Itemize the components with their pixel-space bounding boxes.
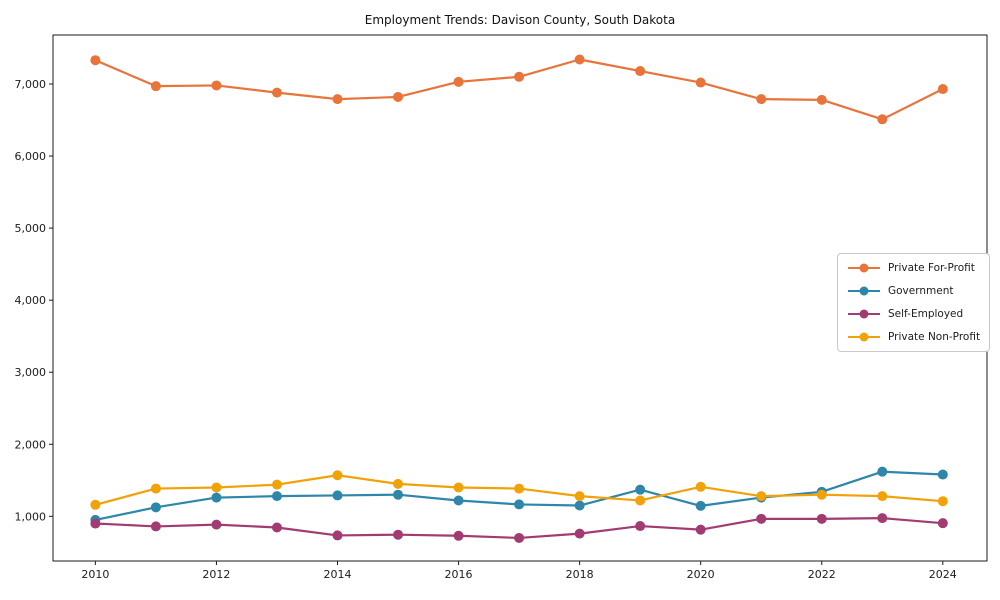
- legend-dot: [859, 286, 869, 296]
- data-point-government: [635, 484, 646, 495]
- legend-dot: [859, 309, 869, 319]
- y-tick-label: 7,000: [15, 78, 47, 91]
- data-point-self-employed: [90, 518, 101, 529]
- data-point-private-for-profit: [150, 81, 161, 92]
- data-point-government: [574, 500, 585, 511]
- data-point-government: [332, 490, 343, 501]
- data-point-self-employed: [816, 513, 827, 524]
- data-point-private-for-profit: [332, 94, 343, 105]
- chart-title: Employment Trends: Davison County, South…: [364, 13, 676, 27]
- y-tick-label: 4,000: [15, 294, 47, 307]
- data-point-private-for-profit: [453, 76, 464, 87]
- data-point-private-non-profit: [332, 470, 343, 481]
- x-tick-label: 2014: [323, 568, 351, 581]
- data-point-self-employed: [514, 532, 525, 543]
- legend-label: Government: [888, 285, 954, 297]
- legend-marker-icon: [848, 263, 880, 273]
- data-point-private-for-profit: [574, 54, 585, 65]
- data-point-private-non-profit: [574, 491, 585, 502]
- data-point-government: [877, 466, 888, 477]
- data-point-private-non-profit: [150, 483, 161, 494]
- data-point-self-employed: [937, 518, 948, 529]
- series-line-private-for-profit: [94, 58, 944, 121]
- data-point-private-for-profit: [514, 71, 525, 82]
- data-point-government: [937, 469, 948, 480]
- y-tick-label: 6,000: [15, 150, 47, 163]
- legend-dot: [859, 332, 869, 342]
- data-point-self-employed: [332, 530, 343, 541]
- data-point-government: [211, 492, 222, 503]
- data-point-private-for-profit: [271, 87, 282, 98]
- data-point-private-for-profit: [393, 91, 404, 102]
- legend-item-private-for-profit: Private For-Profit: [847, 257, 980, 279]
- data-point-private-non-profit: [514, 483, 525, 494]
- y-tick-label: 2,000: [15, 438, 47, 451]
- data-point-self-employed: [271, 522, 282, 533]
- data-point-private-non-profit: [635, 495, 646, 506]
- y-tick-label: 1,000: [15, 510, 47, 523]
- data-point-government: [695, 500, 706, 511]
- data-point-private-for-profit: [90, 55, 101, 66]
- data-point-private-non-profit: [937, 496, 948, 507]
- y-tick-label: 3,000: [15, 366, 47, 379]
- data-point-private-for-profit: [211, 80, 222, 91]
- data-point-private-non-profit: [695, 481, 706, 492]
- data-point-private-non-profit: [271, 479, 282, 490]
- data-point-private-for-profit: [695, 77, 706, 88]
- x-tick-label: 2018: [566, 568, 594, 581]
- data-point-self-employed: [756, 513, 767, 524]
- data-point-government: [514, 499, 525, 510]
- x-tick-label: 2024: [929, 568, 957, 581]
- data-point-private-for-profit: [756, 94, 767, 105]
- data-point-self-employed: [574, 528, 585, 539]
- data-point-self-employed: [453, 530, 464, 541]
- x-tick-label: 2010: [81, 568, 109, 581]
- legend-marker-icon: [848, 309, 880, 319]
- data-point-private-non-profit: [393, 478, 404, 489]
- legend-label: Private Non-Profit: [888, 331, 981, 343]
- legend-dot: [859, 263, 869, 273]
- data-point-private-non-profit: [90, 499, 101, 510]
- data-point-self-employed: [635, 521, 646, 532]
- legend-marker-icon: [848, 332, 880, 342]
- data-point-private-non-profit: [877, 491, 888, 502]
- legend-label: Private For-Profit: [888, 262, 975, 274]
- legend-label: Self-Employed: [888, 308, 964, 320]
- data-point-private-for-profit: [877, 114, 888, 125]
- data-point-private-for-profit: [635, 66, 646, 77]
- data-point-private-for-profit: [937, 84, 948, 95]
- data-point-private-non-profit: [756, 491, 767, 502]
- legend-marker-icon: [848, 286, 880, 296]
- legend: Private For-Profit Government Self-Employe…: [837, 253, 991, 352]
- y-tick-label: 5,000: [15, 222, 47, 235]
- data-point-government: [393, 489, 404, 500]
- x-tick-label: 2016: [445, 568, 473, 581]
- data-point-self-employed: [211, 519, 222, 530]
- data-point-government: [453, 495, 464, 506]
- x-tick-label: 2012: [202, 568, 230, 581]
- data-point-self-employed: [150, 521, 161, 532]
- data-point-private-non-profit: [816, 489, 827, 500]
- data-point-self-employed: [695, 524, 706, 535]
- data-point-private-non-profit: [453, 482, 464, 493]
- legend-item-government: Government: [847, 280, 980, 302]
- data-point-self-employed: [877, 513, 888, 524]
- x-tick-label: 2022: [808, 568, 836, 581]
- x-tick-label: 2020: [687, 568, 715, 581]
- data-point-government: [150, 502, 161, 513]
- data-point-private-for-profit: [816, 94, 827, 105]
- data-point-government: [271, 491, 282, 502]
- data-point-private-non-profit: [211, 482, 222, 493]
- legend-item-private-non-profit: Private Non-Profit: [847, 326, 980, 348]
- legend-item-self-employed: Self-Employed: [847, 303, 980, 325]
- data-point-self-employed: [393, 529, 404, 540]
